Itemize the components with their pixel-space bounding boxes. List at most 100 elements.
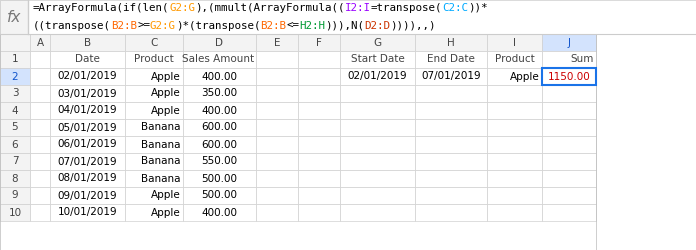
- Bar: [50, 68, 125, 85]
- Text: I: I: [513, 38, 516, 48]
- Text: 600.00: 600.00: [202, 122, 237, 132]
- Text: )))),,): )))),,): [390, 21, 436, 31]
- Bar: [0, 136, 30, 153]
- Text: 9: 9: [12, 190, 18, 200]
- Bar: [542, 187, 596, 204]
- Bar: [30, 170, 50, 187]
- Text: Banana: Banana: [141, 156, 181, 166]
- Bar: [0, 204, 30, 221]
- Bar: [340, 119, 415, 136]
- Bar: [298, 34, 340, 51]
- Bar: [415, 153, 487, 170]
- Bar: [0, 102, 30, 119]
- Text: =ArrayFormula(if(len(: =ArrayFormula(if(len(: [33, 3, 170, 13]
- Text: F: F: [316, 38, 322, 48]
- Bar: [125, 187, 183, 204]
- Bar: [50, 102, 125, 119]
- Text: 1: 1: [12, 54, 18, 64]
- Text: D2:D: D2:D: [365, 21, 390, 31]
- Text: B2:B: B2:B: [260, 21, 287, 31]
- Text: 400.00: 400.00: [202, 208, 237, 218]
- Bar: [298, 51, 340, 68]
- Text: D: D: [216, 38, 223, 48]
- Text: 350.00: 350.00: [201, 88, 237, 99]
- Text: Banana: Banana: [141, 174, 181, 184]
- Bar: [183, 204, 256, 221]
- Bar: [0, 34, 30, 51]
- Text: G: G: [374, 38, 381, 48]
- Bar: [125, 136, 183, 153]
- Bar: [50, 187, 125, 204]
- Bar: [415, 102, 487, 119]
- Bar: [30, 119, 50, 136]
- Bar: [340, 136, 415, 153]
- Bar: [340, 68, 415, 85]
- Bar: [542, 170, 596, 187]
- Bar: [0, 0, 28, 34]
- Bar: [256, 51, 298, 68]
- Bar: [487, 136, 542, 153]
- Bar: [30, 34, 50, 51]
- Text: A: A: [36, 38, 44, 48]
- Text: 550.00: 550.00: [201, 156, 237, 166]
- Text: Banana: Banana: [141, 122, 181, 132]
- Bar: [183, 153, 256, 170]
- Bar: [256, 136, 298, 153]
- Bar: [542, 51, 596, 68]
- Text: ((transpose(: ((transpose(: [33, 21, 111, 31]
- Text: Sum: Sum: [571, 54, 594, 64]
- Bar: [340, 102, 415, 119]
- Bar: [256, 187, 298, 204]
- Bar: [30, 187, 50, 204]
- Text: H2:H: H2:H: [299, 21, 326, 31]
- Bar: [487, 119, 542, 136]
- Text: 05/01/2019: 05/01/2019: [58, 122, 118, 132]
- Bar: [183, 85, 256, 102]
- Bar: [50, 170, 125, 187]
- Text: 5: 5: [12, 122, 18, 132]
- Bar: [415, 170, 487, 187]
- Bar: [50, 204, 125, 221]
- Text: 3: 3: [12, 88, 18, 99]
- Bar: [0, 0, 696, 34]
- Bar: [256, 85, 298, 102]
- Bar: [50, 85, 125, 102]
- Bar: [487, 51, 542, 68]
- Bar: [30, 51, 50, 68]
- Bar: [50, 153, 125, 170]
- Bar: [298, 136, 340, 153]
- Text: 2: 2: [12, 72, 18, 82]
- Bar: [183, 102, 256, 119]
- Text: Banana: Banana: [141, 140, 181, 149]
- Text: 07/01/2019: 07/01/2019: [58, 156, 118, 166]
- Bar: [183, 119, 256, 136]
- Text: Product: Product: [134, 54, 174, 64]
- Bar: [487, 204, 542, 221]
- Text: =transpose(: =transpose(: [371, 3, 443, 13]
- Text: C: C: [150, 38, 158, 48]
- Bar: [487, 34, 542, 51]
- Text: Apple: Apple: [151, 208, 181, 218]
- Bar: [487, 102, 542, 119]
- Bar: [487, 85, 542, 102]
- Bar: [542, 204, 596, 221]
- Bar: [340, 187, 415, 204]
- Text: Date: Date: [75, 54, 100, 64]
- Text: I2:I: I2:I: [345, 3, 371, 13]
- Bar: [125, 170, 183, 187]
- Text: G2:G: G2:G: [150, 21, 176, 31]
- Text: 7: 7: [12, 156, 18, 166]
- Bar: [125, 153, 183, 170]
- Text: >=: >=: [137, 21, 150, 31]
- Text: Apple: Apple: [151, 190, 181, 200]
- Bar: [256, 204, 298, 221]
- Text: Apple: Apple: [151, 72, 181, 82]
- Bar: [542, 153, 596, 170]
- Bar: [183, 136, 256, 153]
- Text: ))),N(: ))),N(: [326, 21, 365, 31]
- Text: C2:C: C2:C: [443, 3, 468, 13]
- Bar: [50, 136, 125, 153]
- Text: ))*: ))*: [468, 3, 488, 13]
- Bar: [256, 170, 298, 187]
- Text: 500.00: 500.00: [202, 174, 237, 184]
